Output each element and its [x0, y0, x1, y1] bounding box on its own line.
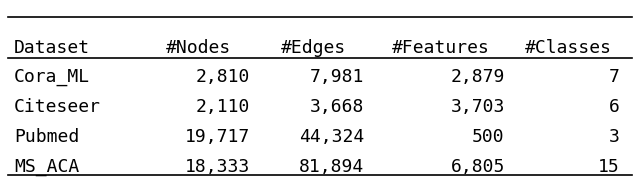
Text: 2,810: 2,810 [196, 68, 250, 86]
Text: 6,805: 6,805 [451, 158, 505, 176]
Text: 7,981: 7,981 [310, 68, 365, 86]
Text: 18,333: 18,333 [185, 158, 250, 176]
Text: 81,894: 81,894 [300, 158, 365, 176]
Text: #Nodes: #Nodes [166, 39, 232, 57]
Text: Citeseer: Citeseer [14, 98, 101, 116]
Text: Cora_ML: Cora_ML [14, 68, 90, 86]
Text: 19,717: 19,717 [185, 128, 250, 146]
Text: 7: 7 [609, 68, 620, 86]
Text: Dataset: Dataset [14, 39, 90, 57]
Text: 2,879: 2,879 [451, 68, 505, 86]
Text: 2,110: 2,110 [196, 98, 250, 116]
Text: #Features: #Features [392, 39, 490, 57]
Text: 3,703: 3,703 [451, 98, 505, 116]
Text: MS_ACA: MS_ACA [14, 158, 79, 176]
Text: #Edges: #Edges [281, 39, 346, 57]
Text: #Classes: #Classes [525, 39, 612, 57]
Text: 3: 3 [609, 128, 620, 146]
Text: Pubmed: Pubmed [14, 128, 79, 146]
Text: 6: 6 [609, 98, 620, 116]
Text: 3,668: 3,668 [310, 98, 365, 116]
Text: 44,324: 44,324 [300, 128, 365, 146]
Text: 500: 500 [472, 128, 505, 146]
Text: 15: 15 [598, 158, 620, 176]
